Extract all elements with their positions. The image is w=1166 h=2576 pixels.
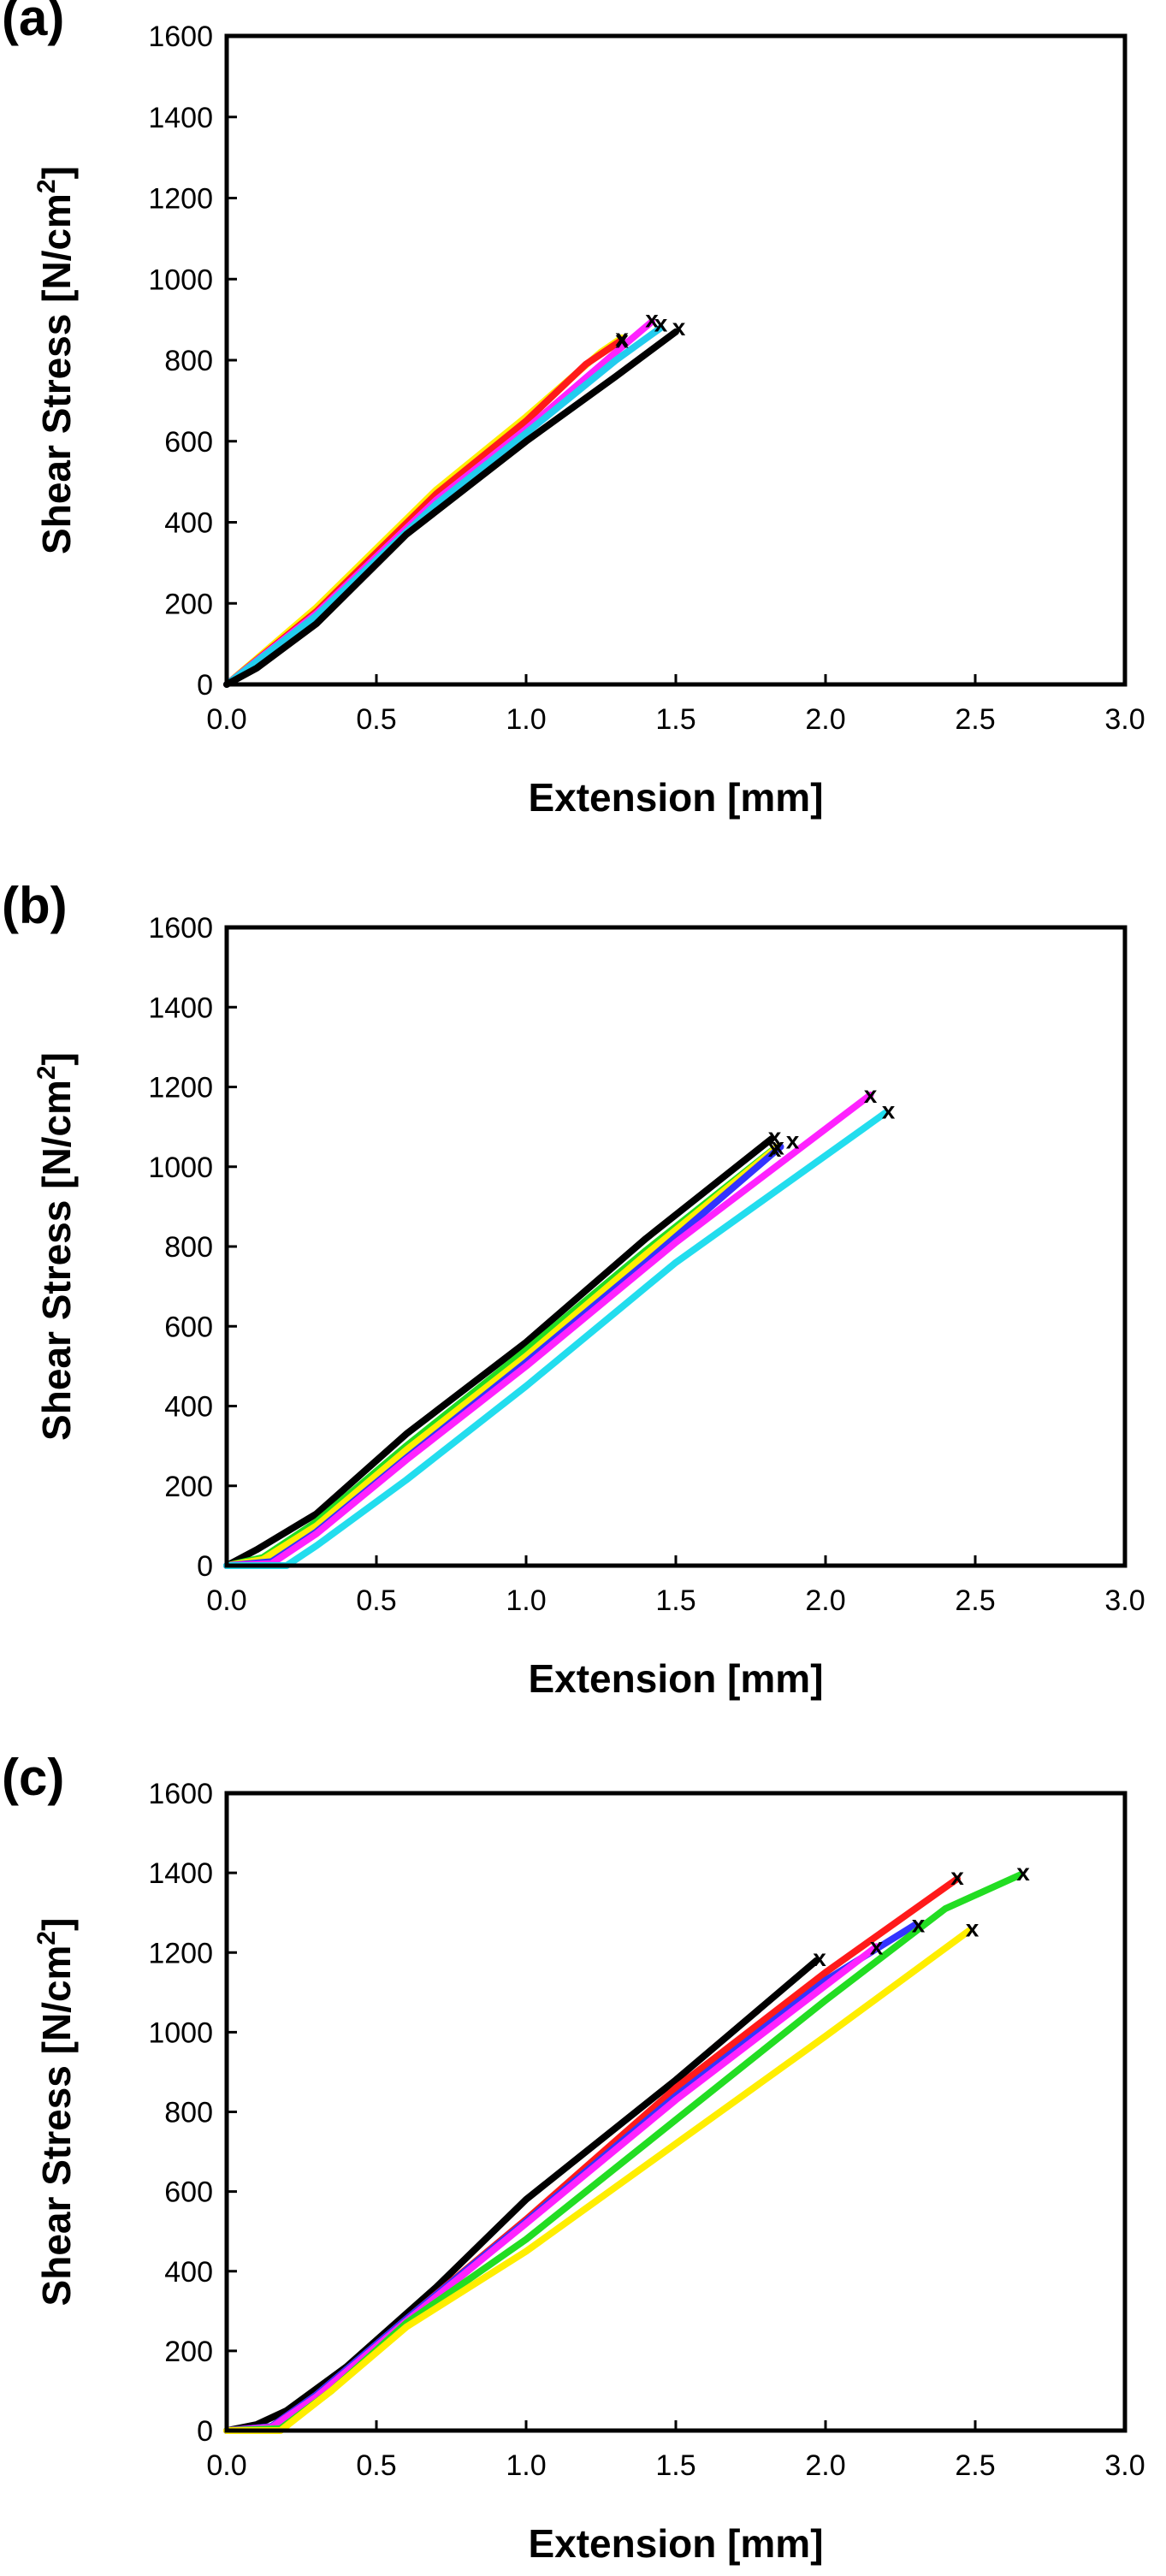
x-tick-label-c: 2.5 <box>955 2449 995 2482</box>
failure-marker-b-2: x <box>768 1135 782 1162</box>
y-axis-title-a: Shear Stress [N/cm2] <box>33 166 79 554</box>
failure-marker-b-4: x <box>786 1127 800 1153</box>
y-tick-label-b: 600 <box>164 1311 213 1343</box>
failure-marker-c-1: x <box>813 1945 826 1971</box>
x-tick-label-c: 3.0 <box>1104 2449 1145 2482</box>
series-line-c-6 <box>223 1927 973 2434</box>
failure-marker-b-6: x <box>882 1097 896 1123</box>
failure-marker-a-1: x <box>615 324 629 351</box>
y-tick-label-b: 1200 <box>148 1072 213 1104</box>
failure-marker-a-2: x <box>615 326 629 352</box>
failure-marker-a-4: x <box>654 310 668 336</box>
y-tick-label-a: 600 <box>164 426 213 459</box>
x-tick-label-a: 2.5 <box>955 703 995 736</box>
y-tick-label-b: 200 <box>164 1471 213 1503</box>
x-tick-label-c: 1.5 <box>655 2449 695 2482</box>
x-tick-label-b: 0.0 <box>206 1584 246 1617</box>
failure-marker-b-3: x <box>771 1133 784 1159</box>
failure-marker-a-3: x <box>645 306 659 333</box>
plot-frame-a <box>224 33 1128 687</box>
failure-marker-c-6: x <box>966 1915 980 1941</box>
failure-marker-c-5: x <box>1016 1859 1030 1886</box>
series-line-b-2 <box>223 1147 775 1569</box>
failure-marker-c-4: x <box>870 1933 884 1959</box>
y-tick-label-a: 0 <box>197 669 213 702</box>
x-axis-title-a: Extension [mm] <box>528 775 823 820</box>
y-tick-label-c: 0 <box>197 2415 213 2448</box>
chart-panel-c: x x x x x x 0 200 400 600 800 1000 1200 1400 1600 0.0 0.… <box>0 1720 1166 2576</box>
y-axis-title-c: Shear Stress [N/cm2] <box>33 1918 79 2307</box>
x-tick-label-a: 2.0 <box>805 703 845 736</box>
chart-panel-a: x x x x x 0 200 400 600 800 1000 1200 1400 1600 0.0 0.5… <box>0 0 1166 856</box>
panel-label-b: (b) <box>2 877 68 934</box>
y-tick-label-b: 1400 <box>148 992 213 1024</box>
panel-label-c: (c) <box>2 1749 65 1806</box>
x-tick-label-a: 1.0 <box>506 703 546 736</box>
y-tick-label-a: 1600 <box>148 21 213 53</box>
chart-panel-b: x x x x x x 0 200 400 600 800 1000 1200 1400 1600 0.0 0.… <box>0 856 1166 1711</box>
y-tick-label-a: 400 <box>164 507 213 540</box>
failure-marker-c-3: x <box>912 1911 926 1938</box>
y-tick-label-c: 800 <box>164 2097 213 2129</box>
x-axis-title-c: Extension [mm] <box>528 2521 823 2566</box>
y-tick-label-a: 1000 <box>148 264 213 296</box>
y-tick-label-c: 400 <box>164 2256 213 2289</box>
failure-marker-c-2: x <box>950 1863 964 1890</box>
series-line-c-5 <box>223 1871 1024 2434</box>
x-tick-label-c: 0.5 <box>356 2449 396 2482</box>
series-line-b-1 <box>223 1135 775 1569</box>
series-line-c-1 <box>223 1957 820 2434</box>
x-tick-label-b: 2.0 <box>805 1584 845 1617</box>
y-tick-label-c: 200 <box>164 2336 213 2368</box>
x-tick-label-b: 1.5 <box>655 1584 695 1617</box>
y-axis-title-b: Shear Stress [N/cm2] <box>33 1052 79 1441</box>
y-tick-label-b: 0 <box>197 1550 213 1583</box>
y-tick-label-b: 1000 <box>148 1152 213 1184</box>
series-line-a-5 <box>223 328 679 688</box>
x-tick-label-b: 2.5 <box>955 1584 995 1617</box>
series-line-c-2 <box>223 1875 961 2434</box>
y-tick-label-c: 600 <box>164 2176 213 2209</box>
y-tick-label-c: 1200 <box>148 1937 213 1969</box>
y-tick-label-a: 1400 <box>148 102 213 134</box>
x-axis-title-b: Extension [mm] <box>528 1656 823 1701</box>
failure-marker-b-5: x <box>864 1081 878 1108</box>
y-tick-label-b: 1600 <box>148 912 213 945</box>
series-line-a-4 <box>223 324 665 688</box>
y-tick-label-a: 800 <box>164 345 213 377</box>
y-tick-label-b: 400 <box>164 1391 213 1424</box>
x-tick-label-a: 0.0 <box>206 703 246 736</box>
failure-marker-a-5: x <box>672 314 686 341</box>
x-tick-label-c: 1.0 <box>506 2449 546 2482</box>
x-tick-label-c: 0.0 <box>206 2449 246 2482</box>
y-tick-label-a: 200 <box>164 588 213 620</box>
x-tick-label-a: 0.5 <box>356 703 396 736</box>
y-tick-label-a: 1200 <box>148 183 213 216</box>
x-tick-label-b: 0.5 <box>356 1584 396 1617</box>
x-tick-label-c: 2.0 <box>805 2449 845 2482</box>
x-tick-label-a: 3.0 <box>1104 703 1145 736</box>
y-tick-label-b: 800 <box>164 1231 213 1264</box>
series-line-c-4 <box>223 1943 880 2434</box>
y-tick-label-c: 1600 <box>148 1778 213 1810</box>
y-tick-label-c: 1000 <box>148 2016 213 2049</box>
x-tick-label-b: 1.0 <box>506 1584 546 1617</box>
panel-label-a: (a) <box>2 0 65 46</box>
failure-marker-b-1: x <box>768 1123 782 1150</box>
x-tick-label-a: 1.5 <box>655 703 695 736</box>
y-tick-label-c: 1400 <box>148 1857 213 1890</box>
x-tick-label-b: 3.0 <box>1104 1584 1145 1617</box>
